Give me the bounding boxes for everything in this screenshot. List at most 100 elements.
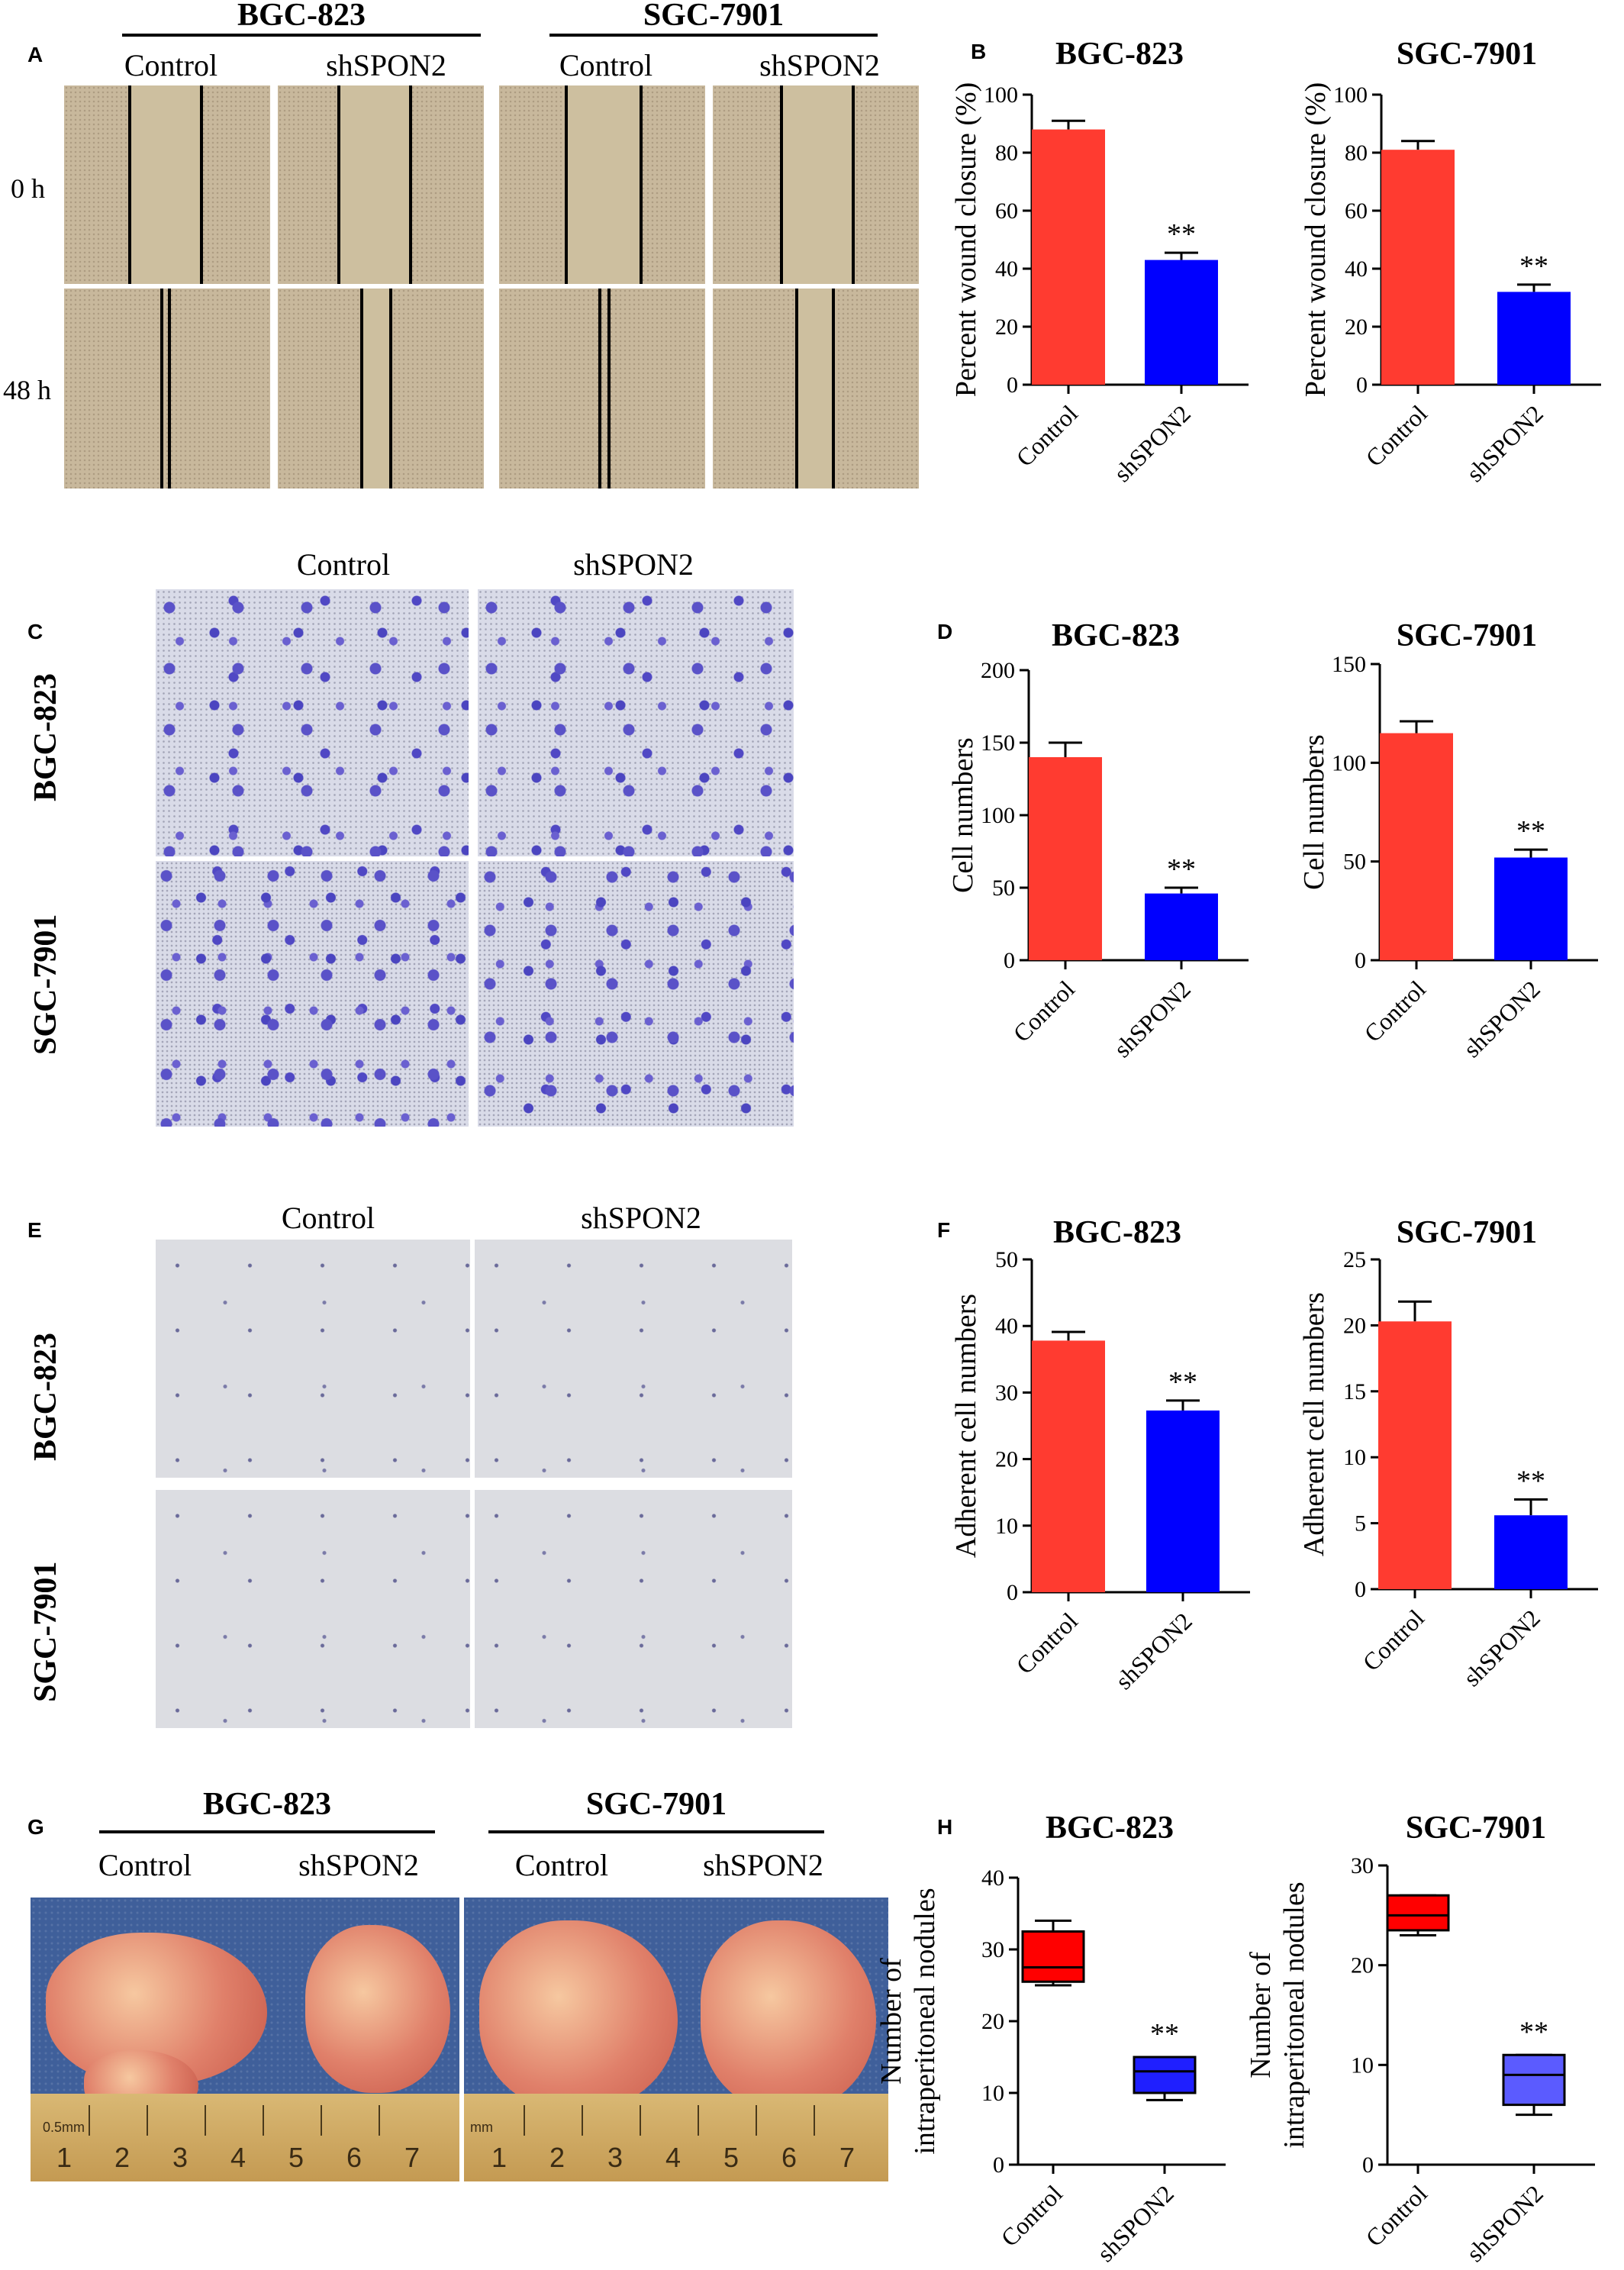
y-tick-label: 20 xyxy=(995,314,1018,340)
bar xyxy=(1032,129,1105,385)
x-tick-label: Control xyxy=(1007,975,1080,1047)
bar xyxy=(1497,292,1571,385)
condition-label: shSPON2 xyxy=(581,1201,701,1235)
y-tick-label: 30 xyxy=(1351,1853,1374,1878)
y-tick-label: 20 xyxy=(995,1447,1018,1472)
adhesion-image xyxy=(156,1240,470,1478)
x-tick-label: shSPON2 xyxy=(1458,1604,1545,1691)
y-tick-label: 0 xyxy=(1004,948,1015,973)
bar xyxy=(1032,1340,1105,1592)
group-title-sgc7901: SGC-7901 xyxy=(643,0,785,33)
significance-mark: ** xyxy=(1519,2016,1548,2048)
y-tick-label: 150 xyxy=(981,730,1015,756)
y-axis-label: Adherent cell numbers xyxy=(1298,1292,1330,1556)
bar xyxy=(1378,1321,1452,1589)
y-tick-label: 10 xyxy=(995,1514,1018,1539)
y-tick-label: 30 xyxy=(995,1380,1018,1405)
x-tick-label: Control xyxy=(1010,1607,1083,1679)
transwell-image xyxy=(156,861,469,1127)
significance-mark: ** xyxy=(1519,250,1548,282)
condition-label: Control xyxy=(559,48,653,82)
chart-title: SGC-7901 xyxy=(1397,1215,1537,1250)
condition-label: Control xyxy=(514,1848,609,1882)
x-tick-label: Control xyxy=(1010,399,1083,472)
panel-label-g: G xyxy=(27,1815,44,1839)
y-tick-label: 50 xyxy=(995,1247,1018,1272)
y-tick-label: 15 xyxy=(1343,1379,1366,1404)
y-tick-label: 25 xyxy=(1343,1247,1366,1272)
chart-title: BGC-823 xyxy=(1052,618,1180,653)
time-label-0h: 0 h xyxy=(11,173,45,204)
panel-label-e: E xyxy=(27,1218,42,1242)
y-tick-label: 40 xyxy=(995,1314,1018,1339)
y-tick-label: 80 xyxy=(995,140,1018,166)
group-rule xyxy=(99,1830,435,1833)
condition-label: shSPON2 xyxy=(298,1848,419,1882)
condition-label: Control xyxy=(98,1848,192,1882)
condition-label: Control xyxy=(124,48,218,82)
x-tick-label: shSPON2 xyxy=(1091,2179,1179,2267)
x-tick-label: Control xyxy=(1360,2179,1432,2252)
wound-image xyxy=(64,85,270,284)
y-tick-label: 5 xyxy=(1355,1511,1366,1536)
y-tick-label: 0 xyxy=(1356,372,1368,398)
y-tick-label: 0 xyxy=(1355,948,1366,973)
x-tick-label: shSPON2 xyxy=(1458,975,1545,1062)
bar xyxy=(1494,857,1568,960)
group-title-bgc823: BGC-823 xyxy=(203,1787,331,1822)
y-tick-label: 100 xyxy=(1333,82,1368,108)
y-tick-label: 0 xyxy=(993,2152,1004,2178)
y-tick-label: 40 xyxy=(995,256,1018,282)
y-tick-label: 60 xyxy=(1345,198,1368,224)
y-tick-label: 20 xyxy=(1343,1313,1366,1338)
y-tick-label: 100 xyxy=(984,82,1018,108)
y-tick-label: 150 xyxy=(1332,652,1366,677)
group-rule xyxy=(488,1830,824,1833)
y-axis-label: Percent wound closure (%) xyxy=(1300,82,1332,398)
significance-mark: ** xyxy=(1167,853,1196,885)
box xyxy=(1502,2053,1566,2107)
y-tick-label: 20 xyxy=(981,2009,1004,2034)
y-axis-label: intraperitoneal nodules xyxy=(909,1888,941,2154)
chart-title: SGC-7901 xyxy=(1397,37,1537,72)
x-tick-label: shSPON2 xyxy=(1461,399,1548,487)
bar xyxy=(1029,757,1102,960)
adhesion-image xyxy=(475,1490,792,1728)
y-axis-label: Cell numbers xyxy=(947,737,979,893)
wound-image xyxy=(499,289,705,489)
chart-title: BGC-823 xyxy=(1046,1811,1174,1846)
y-tick-label: 80 xyxy=(1345,140,1368,166)
y-tick-label: 0 xyxy=(1355,1577,1366,1602)
adhesion-image xyxy=(475,1240,792,1478)
significance-mark: ** xyxy=(1168,1366,1197,1398)
x-tick-label: shSPON2 xyxy=(1108,975,1196,1062)
y-tick-label: 50 xyxy=(1343,850,1366,875)
y-tick-label: 50 xyxy=(992,875,1015,901)
y-axis-label: Number of xyxy=(875,1958,907,2085)
y-tick-label: 0 xyxy=(1007,372,1018,398)
x-tick-label: Control xyxy=(1358,975,1431,1047)
panel-label-b: B xyxy=(971,40,987,63)
x-tick-label: Control xyxy=(1357,1604,1429,1676)
condition-label: shSPON2 xyxy=(573,547,694,582)
tumor-photo: mm 1 2 3 4 5 6 7 xyxy=(464,1898,888,2181)
tumor-photo: 0.5mm 1 2 3 4 5 6 7 xyxy=(31,1898,459,2181)
y-tick-label: 30 xyxy=(981,1937,1004,1962)
wound-image xyxy=(278,85,484,284)
y-tick-label: 10 xyxy=(1351,2052,1374,2078)
significance-mark: ** xyxy=(1167,218,1196,250)
wound-image xyxy=(278,289,484,489)
condition-label: shSPON2 xyxy=(703,1848,823,1882)
chart-title: SGC-7901 xyxy=(1406,1811,1546,1846)
box xyxy=(1133,2056,1197,2094)
y-tick-label: 40 xyxy=(981,1865,1004,1891)
x-tick-label: Control xyxy=(995,2179,1068,2252)
y-tick-label: 10 xyxy=(981,2081,1004,2106)
group-title-sgc7901: SGC-7901 xyxy=(585,1787,727,1822)
chart-title: BGC-823 xyxy=(1053,1215,1181,1250)
condition-label: shSPON2 xyxy=(326,48,446,82)
y-tick-label: 200 xyxy=(981,658,1015,683)
y-tick-label: 40 xyxy=(1345,256,1368,282)
transwell-image xyxy=(478,589,794,856)
box xyxy=(1021,1930,1085,1983)
